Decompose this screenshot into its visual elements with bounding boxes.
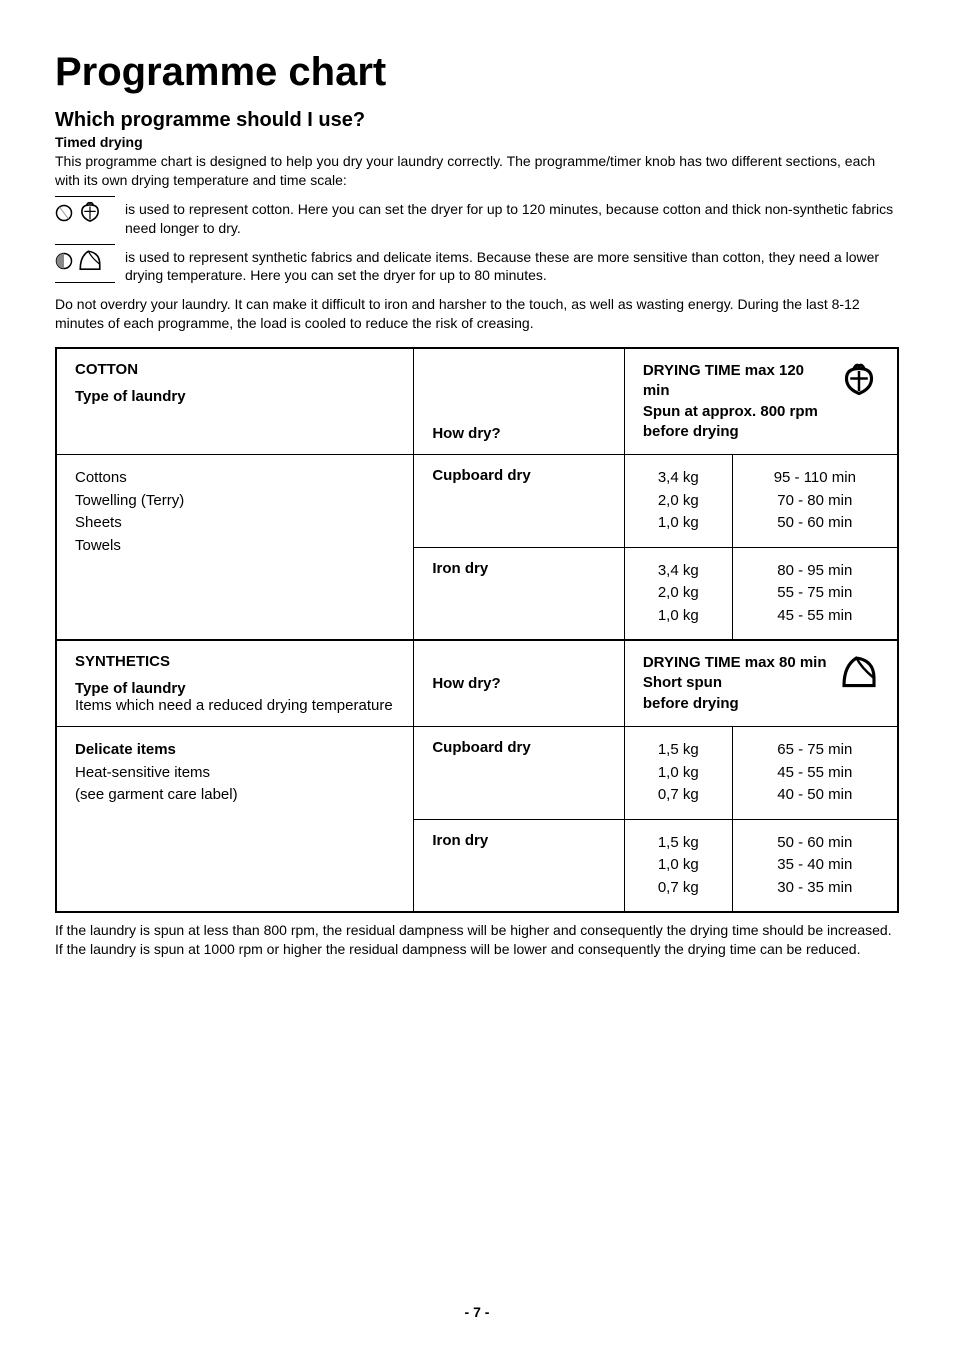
cotton-time-header-1: DRYING TIME max 120 min: [643, 361, 831, 402]
icon-box-cotton: [55, 196, 115, 234]
icon-row-synthetic: is used to represent synthetic fabrics a…: [55, 244, 899, 286]
cotton-howdry-label: How dry?: [432, 425, 606, 442]
page-title: Programme chart: [55, 50, 899, 95]
icon-text-cotton: is used to represent cotton. Here you ca…: [115, 196, 899, 238]
synth-heat-sensitive: Heat-sensitive items: [75, 764, 210, 781]
synth-time-header-2: Short spun: [643, 673, 827, 693]
synth-type-label: Type of laundry: [75, 680, 395, 697]
synth-cupboard-weights: 1,5 kg1,0 kg0,7 kg: [624, 727, 732, 820]
synth-cupboard-dry: Cupboard dry: [414, 727, 625, 820]
cotton-type-label: Type of laundry: [75, 388, 395, 405]
section-subtitle: Which programme should I use?: [55, 109, 899, 132]
cotton-cupboard-dry: Cupboard dry: [414, 455, 625, 548]
synth-time-header-1: DRYING TIME max 80 min: [643, 653, 827, 673]
cotton-symbol-icon: [839, 361, 879, 405]
synth-iron-dry: Iron dry: [414, 819, 625, 912]
cotton-iron-weights: 3,4 kg2,0 kg1,0 kg: [624, 547, 732, 640]
synth-cupboard-times: 65 - 75 min45 - 55 min40 - 50 min: [732, 727, 898, 820]
delicate-icon: [77, 248, 103, 279]
circle-icon: [55, 204, 73, 227]
synth-care-label: (see garment care label): [75, 786, 238, 803]
icon-box-synthetic: [55, 244, 115, 283]
cotton-label: COTTON: [75, 361, 395, 378]
synth-label: SYNTHETICS: [75, 653, 395, 670]
subhead-timed-drying: Timed drying: [55, 134, 899, 150]
intro-paragraph: This programme chart is designed to help…: [55, 152, 899, 190]
icon-row-cotton: is used to represent cotton. Here you ca…: [55, 196, 899, 238]
footer-note: If the laundry is spun at less than 800 …: [55, 921, 899, 959]
cotton-laundry-list: CottonsTowelling (Terry)SheetsTowels: [56, 455, 414, 641]
delicate-symbol-icon: [839, 653, 879, 697]
page-number: - 7 -: [0, 1304, 954, 1320]
programme-chart-table: COTTON Type of laundry How dry? DRYING T…: [55, 347, 899, 913]
synth-type-sub: Items which need a reduced drying temper…: [75, 697, 395, 714]
synth-iron-times: 50 - 60 min35 - 40 min30 - 35 min: [732, 819, 898, 912]
overdry-note: Do not overdry your laundry. It can make…: [55, 295, 899, 333]
cotton-cupboard-weights: 3,4 kg2,0 kg1,0 kg: [624, 455, 732, 548]
cotton-time-header-3: before drying: [643, 422, 831, 442]
circle-half-icon: [55, 252, 73, 275]
cotton-cupboard-times: 95 - 110 min70 - 80 min50 - 60 min: [732, 455, 898, 548]
synth-iron-weights: 1,5 kg1,0 kg0,7 kg: [624, 819, 732, 912]
cotton-time-header-2: Spun at approx. 800 rpm: [643, 402, 831, 422]
synth-delicate-items: Delicate items: [75, 741, 176, 758]
synth-time-header-3: before drying: [643, 694, 827, 714]
cotton-iron-dry: Iron dry: [414, 547, 625, 640]
cotton-iron-times: 80 - 95 min55 - 75 min45 - 55 min: [732, 547, 898, 640]
synth-howdry-label: How dry?: [432, 675, 606, 692]
icon-text-synthetic: is used to represent synthetic fabrics a…: [115, 244, 899, 286]
cotton-icon: [77, 200, 103, 231]
